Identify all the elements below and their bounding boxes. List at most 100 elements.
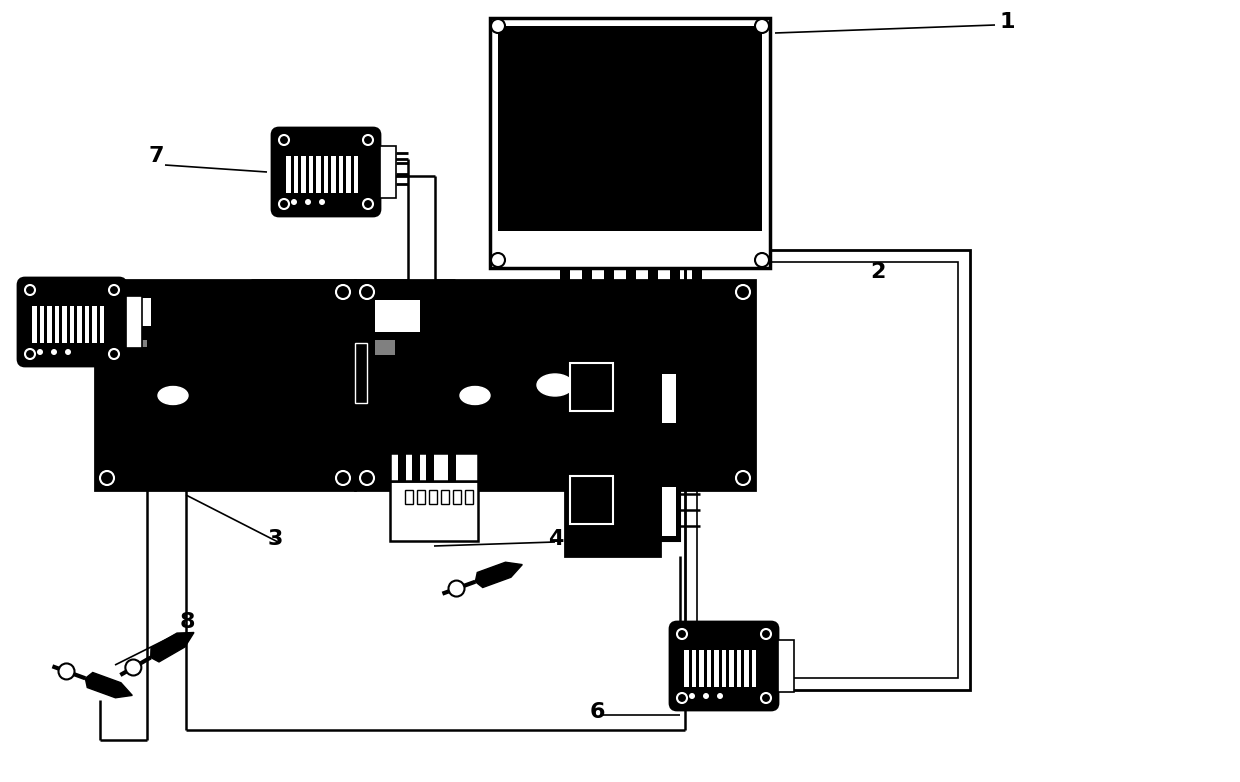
Bar — [62, 307, 67, 343]
Bar — [465, 490, 472, 504]
Bar — [84, 307, 89, 343]
Text: 4: 4 — [548, 529, 563, 549]
Bar — [692, 650, 696, 687]
Bar — [660, 371, 680, 428]
FancyBboxPatch shape — [19, 278, 126, 366]
Bar — [47, 307, 52, 343]
Circle shape — [360, 471, 374, 485]
Bar — [294, 156, 298, 193]
Bar — [355, 343, 367, 403]
Bar — [417, 490, 425, 504]
FancyBboxPatch shape — [670, 622, 777, 710]
Bar — [662, 375, 676, 423]
Circle shape — [58, 663, 74, 680]
Bar — [729, 650, 734, 687]
Circle shape — [64, 349, 71, 355]
Text: 8: 8 — [180, 612, 196, 632]
Circle shape — [336, 471, 350, 485]
Bar — [684, 250, 970, 690]
Circle shape — [737, 471, 750, 485]
Circle shape — [703, 693, 709, 699]
Bar — [699, 650, 703, 687]
Circle shape — [336, 285, 350, 299]
Bar — [286, 156, 290, 193]
Bar — [565, 468, 660, 556]
Bar — [714, 650, 718, 687]
Bar — [490, 18, 770, 268]
Bar — [301, 156, 305, 193]
Circle shape — [491, 19, 505, 33]
Bar — [126, 296, 143, 349]
Polygon shape — [86, 673, 133, 698]
Circle shape — [319, 199, 325, 205]
Circle shape — [279, 135, 289, 145]
Circle shape — [737, 285, 750, 299]
Bar — [429, 490, 436, 504]
Circle shape — [677, 629, 687, 639]
Circle shape — [717, 693, 723, 699]
Bar — [55, 307, 60, 343]
Circle shape — [689, 693, 694, 699]
Circle shape — [100, 471, 114, 485]
Bar — [113, 298, 151, 326]
Circle shape — [449, 580, 465, 597]
Circle shape — [109, 285, 119, 295]
Circle shape — [360, 285, 374, 299]
Bar — [560, 268, 570, 300]
Bar — [697, 262, 959, 678]
Bar — [331, 156, 336, 193]
Circle shape — [491, 253, 505, 267]
Circle shape — [51, 349, 57, 355]
Circle shape — [761, 693, 771, 703]
Polygon shape — [151, 633, 193, 662]
Bar — [737, 650, 742, 687]
Bar — [391, 453, 477, 481]
Bar — [427, 453, 434, 481]
Bar — [92, 307, 97, 343]
Bar — [582, 268, 591, 300]
Bar — [692, 268, 702, 300]
Bar — [309, 156, 312, 193]
Bar — [707, 650, 711, 687]
Bar — [662, 487, 676, 536]
Bar — [374, 340, 396, 355]
Circle shape — [755, 19, 769, 33]
Text: 1: 1 — [999, 12, 1016, 32]
Bar — [391, 481, 477, 541]
Bar — [346, 156, 351, 193]
Bar — [565, 355, 660, 443]
Bar — [355, 280, 755, 490]
Bar — [405, 490, 413, 504]
Bar — [32, 307, 36, 343]
Circle shape — [125, 659, 141, 676]
Ellipse shape — [537, 374, 573, 396]
Bar — [99, 307, 104, 343]
Circle shape — [291, 199, 298, 205]
Bar — [626, 268, 636, 300]
Bar — [570, 363, 613, 411]
Bar — [744, 650, 749, 687]
Bar — [316, 156, 320, 193]
Bar — [453, 490, 461, 504]
Bar — [441, 490, 449, 504]
Bar — [120, 340, 126, 347]
Text: 3: 3 — [268, 529, 284, 549]
Circle shape — [761, 629, 771, 639]
Circle shape — [677, 693, 687, 703]
Bar — [722, 650, 725, 687]
Bar — [498, 26, 763, 231]
Bar — [448, 453, 456, 481]
Circle shape — [279, 199, 289, 209]
Bar — [670, 268, 680, 300]
Circle shape — [363, 135, 373, 145]
Circle shape — [25, 349, 35, 359]
Bar — [398, 453, 405, 481]
Circle shape — [37, 349, 43, 355]
Bar — [570, 476, 613, 525]
Bar — [339, 156, 343, 193]
Circle shape — [109, 349, 119, 359]
Ellipse shape — [460, 386, 490, 404]
Polygon shape — [475, 562, 522, 587]
Circle shape — [305, 199, 311, 205]
Circle shape — [755, 253, 769, 267]
